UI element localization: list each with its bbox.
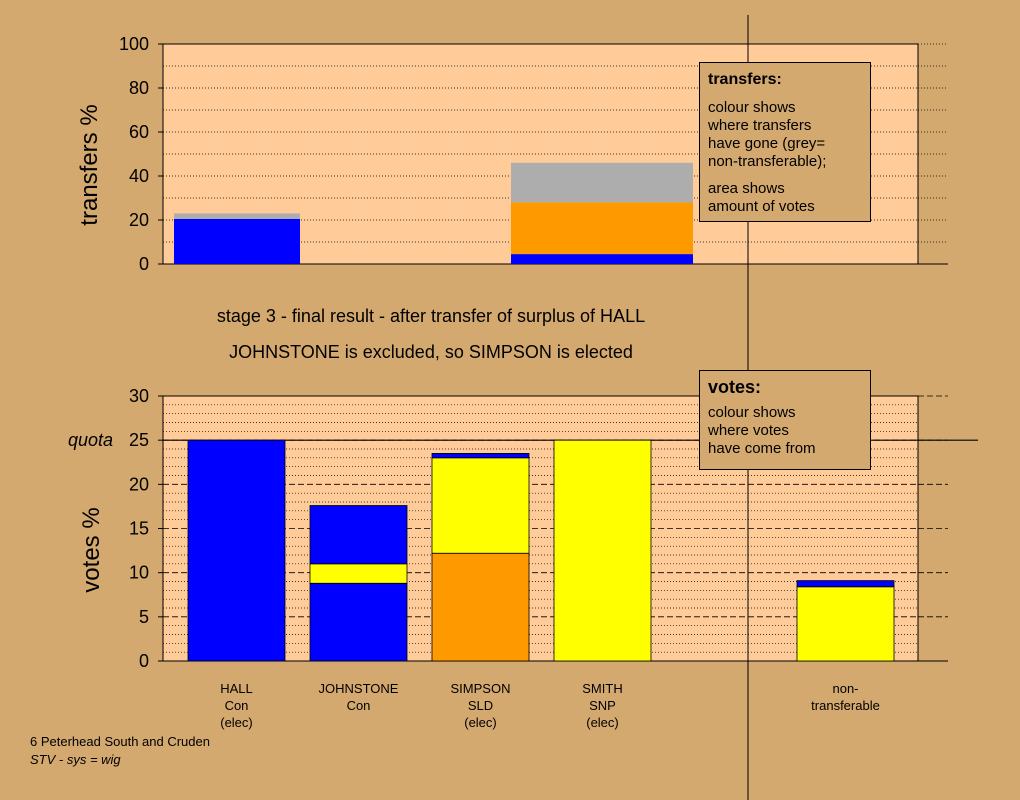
votes-legend-line: colour shows [708,404,796,421]
candidate-label: (elec) [464,715,497,730]
candidate-label: HALL [220,681,253,696]
votes-legend-box: votes: colour shows where votes have com… [699,370,871,470]
candidate-label: SMITH [582,681,622,696]
votes-y-tick-label: 0 [139,651,149,671]
votes-bar-segment [187,439,286,662]
votes-bar-segment [309,582,408,662]
transfers-bar-segment [511,254,693,264]
votes-bar-segment [431,457,530,554]
votes-legend-line: where votes [708,422,789,439]
transfers-y-tick-label: 60 [129,122,149,142]
transfers-legend-heading: transfers: [708,71,782,88]
transfers-legend-line: amount of votes [708,198,815,215]
transfers-y-tick-label: 40 [129,166,149,186]
votes-legend-line: have come from [708,440,816,457]
candidate-label: JOHNSTONE [319,681,399,696]
transfers-bar-segment [511,162,693,203]
votes-bar-segment [796,586,895,662]
transfers-legend-line: colour shows [708,99,796,116]
transfers-y-tick-label: 100 [119,34,149,54]
candidate-label: transferable [811,698,880,713]
quota-label: quota [68,430,113,450]
candidate-label: (elec) [220,715,253,730]
votes-bar-segment [431,552,530,662]
transfers-bar-segment [174,218,300,264]
votes-y-tick-label: 25 [129,430,149,450]
candidate-label: non- [832,681,858,696]
transfers-legend-line: where transfers [708,117,812,134]
candidate-label: SIMPSON [451,681,511,696]
votes-bar-segment [309,563,408,584]
caption-line-1: stage 3 - final result - after transfer … [217,306,645,326]
votes-legend-heading: votes: [708,377,762,397]
transfers-axis-label: transfers % [76,104,103,225]
footer: 6 Peterhead South and Cruden STV - sys =… [30,733,210,769]
votes-y-tick-label: 10 [129,563,149,583]
transfers-y-tick-label: 20 [129,210,149,230]
transfers-legend-line: non-transferable); [708,153,827,170]
candidate-label: SLD [468,698,493,713]
transfers-y-tick-label: 80 [129,78,149,98]
caption-line-2: JOHNSTONE is excluded, so SIMPSON is ele… [229,342,633,362]
votes-y-tick-label: 20 [129,474,149,494]
candidate-label: Con [225,698,249,713]
transfers-legend-box: transfers: colour shows where transfers … [699,62,871,222]
transfers-bar-segment [511,202,693,255]
votes-bar-segment [309,505,408,565]
system-label: STV - sys = wig [30,752,121,767]
candidate-label: Con [347,698,371,713]
candidate-label: SNP [589,698,616,713]
transfers-bar-segment [174,213,300,219]
transfers-legend-line: area shows [708,180,785,197]
votes-bar-segment [431,453,530,459]
votes-bar-segment [796,580,895,588]
votes-bar-segment [553,439,652,662]
votes-y-tick-label: 15 [129,519,149,539]
constituency-label: 6 Peterhead South and Cruden [30,734,210,749]
votes-y-tick-label: 5 [139,607,149,627]
candidate-label: (elec) [586,715,619,730]
votes-axis-label: votes % [78,507,105,592]
transfers-legend-line: have gone (grey= [708,135,826,152]
transfers-y-tick-label: 0 [139,254,149,274]
votes-y-tick-label: 30 [129,386,149,406]
